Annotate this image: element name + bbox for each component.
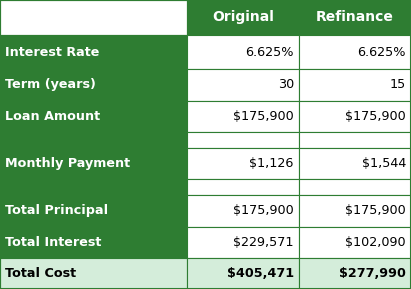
Bar [0,101,187,132]
Bar [0,132,187,148]
Text: Monthly Payment: Monthly Payment [5,157,130,170]
Bar [299,258,411,289]
Text: $229,571: $229,571 [233,236,294,249]
Bar [299,227,411,258]
Bar [299,35,411,69]
Bar [0,148,187,179]
Bar [187,179,299,195]
Bar [299,0,411,35]
Bar [0,35,187,69]
Bar [299,69,411,101]
Text: $1,126: $1,126 [249,157,294,170]
Bar [187,195,299,227]
Bar [187,132,299,148]
Text: $405,471: $405,471 [227,267,294,280]
Text: 15: 15 [390,79,406,91]
Text: $1,544: $1,544 [362,157,406,170]
Text: Total Cost: Total Cost [5,267,76,280]
Bar [299,101,411,132]
Bar [0,227,187,258]
Bar [187,0,299,35]
Bar [299,179,411,195]
Text: $102,090: $102,090 [345,236,406,249]
Text: Term (years): Term (years) [5,79,96,91]
Bar [187,148,299,179]
Text: 6.625%: 6.625% [245,46,294,58]
Text: $175,900: $175,900 [233,110,294,123]
Text: Refinance: Refinance [316,10,394,24]
Text: 6.625%: 6.625% [358,46,406,58]
Bar [0,69,187,101]
Text: Total Principal: Total Principal [5,205,109,217]
Text: $175,900: $175,900 [345,110,406,123]
Text: Total Interest: Total Interest [5,236,102,249]
Bar [0,195,187,227]
Text: $175,900: $175,900 [345,205,406,217]
Bar [187,227,299,258]
Text: 30: 30 [277,79,294,91]
Bar [0,258,187,289]
Bar [0,179,187,195]
Bar [299,148,411,179]
Bar [187,101,299,132]
Bar [187,35,299,69]
Text: Loan Amount: Loan Amount [5,110,100,123]
Bar [299,132,411,148]
Text: $175,900: $175,900 [233,205,294,217]
Text: $277,990: $277,990 [339,267,406,280]
Bar [187,258,299,289]
Bar [187,69,299,101]
Text: Interest Rate: Interest Rate [5,46,100,58]
Bar [0,0,187,35]
Bar [299,195,411,227]
Text: Original: Original [212,10,274,24]
